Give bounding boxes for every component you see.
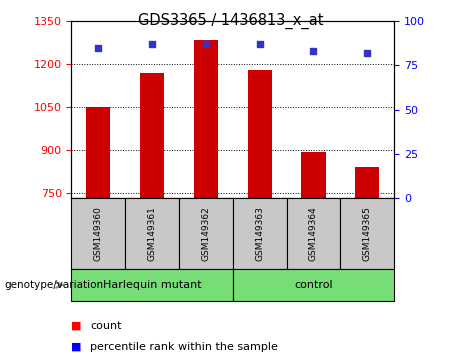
- Bar: [233, 198, 287, 269]
- Bar: [179, 198, 233, 269]
- Bar: [71, 269, 233, 301]
- Point: [148, 41, 156, 47]
- Bar: [71, 198, 125, 269]
- Text: percentile rank within the sample: percentile rank within the sample: [90, 342, 278, 352]
- Bar: [140, 73, 164, 198]
- Bar: [233, 269, 394, 301]
- Text: Harlequin mutant: Harlequin mutant: [103, 280, 201, 290]
- Point: [364, 50, 371, 56]
- Point: [256, 41, 263, 47]
- Bar: [301, 152, 325, 198]
- Text: control: control: [294, 280, 333, 290]
- Text: ■: ■: [71, 321, 82, 331]
- Text: GSM149361: GSM149361: [148, 206, 157, 261]
- Text: GDS3365 / 1436813_x_at: GDS3365 / 1436813_x_at: [138, 12, 323, 29]
- Text: GSM149360: GSM149360: [94, 206, 103, 261]
- Bar: [287, 198, 340, 269]
- Text: GSM149364: GSM149364: [309, 206, 318, 261]
- Text: count: count: [90, 321, 121, 331]
- Point: [310, 48, 317, 54]
- Text: ■: ■: [71, 342, 82, 352]
- Text: GSM149365: GSM149365: [363, 206, 372, 261]
- Bar: [248, 70, 272, 198]
- Bar: [340, 198, 394, 269]
- Bar: [194, 40, 218, 198]
- Bar: [125, 198, 179, 269]
- Point: [95, 45, 102, 51]
- Point: [202, 41, 210, 47]
- Text: GSM149363: GSM149363: [255, 206, 264, 261]
- Text: genotype/variation: genotype/variation: [5, 280, 104, 290]
- Text: GSM149362: GSM149362: [201, 206, 210, 261]
- Bar: [86, 108, 111, 198]
- Bar: [355, 167, 379, 198]
